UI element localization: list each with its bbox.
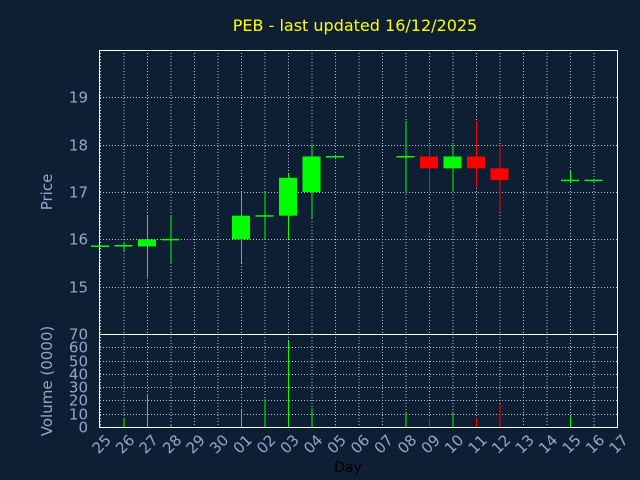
volume-tick-label: 30	[69, 379, 88, 397]
x-tick-label: 04	[300, 431, 326, 457]
volume-tick-label: 70	[69, 326, 88, 344]
x-tick-label: 13	[512, 431, 538, 457]
price-tick-label: 18	[69, 137, 88, 155]
candle-body	[255, 215, 274, 217]
candles	[91, 121, 603, 278]
x-tick-label: 25	[89, 431, 115, 457]
x-tick-label: 26	[112, 431, 138, 457]
price-y-ticks: 15 16 17 18 19	[69, 89, 88, 297]
candle-body	[467, 156, 485, 169]
price-tick-label: 17	[69, 184, 88, 202]
volume-axis-label: Volume (0000)	[38, 326, 56, 436]
volume-tick-label: 10	[69, 406, 88, 424]
x-tick-label: 06	[347, 431, 373, 457]
x-tick-label: 14	[535, 431, 561, 457]
candle-body	[232, 215, 250, 240]
price-axis-label: Price	[38, 174, 56, 211]
volume-grid	[100, 334, 618, 427]
volume-tick-label: 60	[69, 339, 88, 357]
candle-body	[161, 238, 180, 241]
candle-body	[420, 156, 438, 169]
volume-tick-label: 40	[69, 366, 88, 384]
candle-body	[138, 239, 156, 247]
candle-body	[114, 245, 133, 247]
candle-body	[561, 179, 579, 182]
x-tick-label: 16	[582, 431, 608, 457]
x-axis-label: Day	[334, 460, 362, 476]
candle-body	[91, 245, 109, 247]
x-tick-label: 01	[230, 431, 256, 457]
candle-body	[584, 179, 603, 182]
x-tick-label: 07	[371, 431, 397, 457]
candle-body	[279, 177, 297, 216]
x-tick-label: 10	[441, 431, 467, 457]
x-tick-label: 02	[253, 431, 279, 457]
chart-title: PEB - last updated 16/12/2025	[233, 16, 477, 35]
x-tick-label: 30	[206, 431, 232, 457]
candle-body	[302, 156, 321, 192]
price-tick-label: 19	[69, 89, 88, 107]
volume-tick-label: 0	[78, 419, 88, 437]
x-tick-label: 12	[488, 431, 514, 457]
volume-panel-frame	[99, 334, 618, 428]
volume-tick-label: 20	[69, 392, 88, 410]
volume-tick-label: 50	[69, 353, 88, 371]
x-ticks: 2526272829300102030405060708091011121314…	[89, 431, 632, 457]
candle-body	[396, 156, 415, 158]
price-tick-label: 15	[69, 279, 88, 297]
x-tick-label: 15	[559, 431, 585, 457]
x-tick-label: 17	[606, 431, 632, 457]
candle-body	[326, 156, 344, 158]
volume-bars	[100, 340, 595, 427]
x-tick-label: 03	[277, 431, 303, 457]
x-tick-label: 27	[136, 431, 162, 457]
price-grid	[100, 50, 618, 334]
price-tick-label: 16	[69, 231, 88, 249]
x-tick-label: 05	[324, 431, 350, 457]
x-tick-label: 11	[465, 431, 491, 457]
x-tick-label: 09	[418, 431, 444, 457]
candle-body	[490, 168, 509, 181]
x-tick-label: 29	[183, 431, 209, 457]
x-tick-label: 08	[394, 431, 420, 457]
candle-body	[443, 156, 462, 169]
x-tick-label: 28	[159, 431, 185, 457]
